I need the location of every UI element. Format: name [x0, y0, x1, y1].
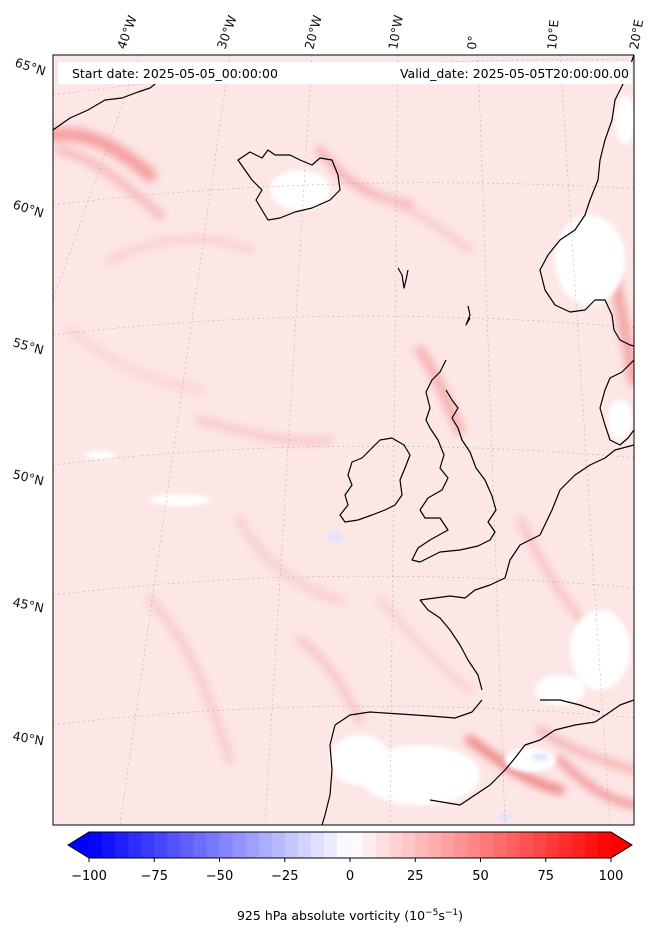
- start-date-label: Start date: 2025-05-05_00:00:00: [72, 66, 278, 81]
- coast-france: [419, 444, 634, 601]
- colorbar-cell: [519, 832, 534, 858]
- colorbar-cell: [89, 832, 103, 858]
- colorbar-cell: [284, 832, 299, 858]
- colorbar-cell: [271, 832, 286, 858]
- colorbar-cell: [428, 832, 442, 858]
- lat-label-65n: 65°N: [13, 55, 48, 79]
- colorbar-cell: [584, 832, 599, 858]
- lat-label-40n: 40°N: [11, 728, 45, 748]
- colorbar-cell: [206, 832, 221, 858]
- coast-italy: [540, 699, 601, 713]
- colorbar-extend-high: [611, 832, 632, 858]
- colorbar-cell: [441, 832, 455, 858]
- negative-vorticity-spots: [327, 532, 548, 821]
- colorbar-cell: [193, 832, 208, 858]
- colorbar-cell: [245, 832, 260, 858]
- coast-denmark-sweden: [599, 359, 634, 446]
- lon-label-10w: 10°W: [385, 14, 406, 51]
- colorbar-cell: [532, 832, 547, 858]
- colorbar-cell: [454, 832, 469, 858]
- colorbar-tick-label: 0: [346, 869, 354, 884]
- coast-shetland: [465, 305, 471, 326]
- lat-label-55n: 55°N: [11, 334, 45, 357]
- colorbar-tick-label: −50: [206, 869, 233, 884]
- map-frame: [52, 54, 635, 826]
- lon-label-20e: 20°E: [626, 18, 646, 50]
- header-background: [58, 62, 632, 84]
- colorbar-cell: [154, 832, 168, 858]
- lat-label-50n: 50°N: [11, 466, 45, 488]
- colorbar-tick-label: 75: [537, 869, 554, 884]
- latitude-labels: 65°N 60°N 55°N 50°N 45°N 40°N: [11, 55, 48, 749]
- colorbar-cell: [219, 832, 234, 858]
- coast-iceland: [237, 149, 341, 221]
- colorbar-cell: [323, 832, 338, 858]
- vorticity-filaments: [53, 127, 634, 810]
- colorbar-cell: [258, 832, 273, 858]
- coast-great-britain: [411, 359, 497, 563]
- lon-label-20w: 20°W: [301, 14, 324, 51]
- colorbar-cell: [141, 832, 155, 858]
- coast-iberia-west: [321, 724, 336, 825]
- colorbar-cell: [350, 832, 364, 858]
- colorbar-cell: [558, 832, 573, 858]
- colorbar-cells: [89, 832, 612, 858]
- colorbar-cell: [167, 832, 181, 858]
- colorbar-tick-label: 50: [472, 869, 489, 884]
- coast-iberia-north: [334, 699, 483, 726]
- colorbar-cell: [402, 832, 416, 858]
- lat-label-45n: 45°N: [11, 594, 45, 615]
- colorbar-tick-label: −75: [141, 869, 168, 884]
- lon-label-0: 0°: [464, 35, 480, 50]
- colorbar-cell: [389, 832, 403, 858]
- colorbar-extend-low: [68, 832, 89, 858]
- colorbar-tick-label: −100: [71, 869, 107, 884]
- colorbar-ticks: −100 −75 −50 −25 0 25 50 75 100: [71, 858, 623, 884]
- longitude-labels: 40°W 30°W 20°W 10°W 0° 10°E 20°E: [114, 13, 646, 51]
- coastlines: [53, 55, 634, 825]
- lon-label-30w: 30°W: [214, 13, 240, 51]
- colorbar-cell: [102, 832, 116, 858]
- map-panel: Start date: 2025-05-05_00:00:00 Valid_da…: [53, 55, 634, 825]
- lat-label-60n: 60°N: [11, 197, 46, 221]
- colorbar-cell: [480, 832, 495, 858]
- colorbar-cell: [115, 832, 129, 858]
- colorbar-cell: [545, 832, 560, 858]
- colorbar: −100 −75 −50 −25 0 25 50 75 100 925 hPa absolute…: [67, 831, 633, 923]
- valid-date-label: Valid_date: 2025-05-05T20:00:00.00: [400, 66, 629, 81]
- colorbar-cell: [493, 832, 508, 858]
- colorbar-cell: [363, 832, 377, 858]
- colorbar-cell: [467, 832, 482, 858]
- coast-ireland: [339, 437, 411, 523]
- colorbar-tick-label: −25: [271, 869, 298, 884]
- coast-faroes: [397, 267, 409, 289]
- low-vorticity-patches: [85, 95, 634, 805]
- lon-label-40w: 40°W: [114, 13, 140, 51]
- coast-mediterranean: [429, 699, 634, 806]
- colorbar-cell: [571, 832, 586, 858]
- colorbar-title: 925 hPa absolute vorticity (10−5s−1): [237, 908, 463, 923]
- colorbar-cell: [415, 832, 429, 858]
- colorbar-cell: [310, 832, 325, 858]
- colorbar-cell: [506, 832, 521, 858]
- colorbar-cell: [336, 832, 351, 858]
- colorbar-tick-label: 25: [407, 869, 424, 884]
- colorbar-cell: [597, 832, 612, 858]
- lon-label-10e: 10°E: [544, 19, 562, 50]
- colorbar-tick-label: 100: [599, 869, 624, 884]
- colorbar-cell: [376, 832, 390, 858]
- colorbar-cell: [232, 832, 247, 858]
- colorbar-cell: [180, 832, 194, 858]
- colorbar-cell: [297, 832, 312, 858]
- colorbar-cell: [128, 832, 142, 858]
- coast-norway: [539, 55, 634, 347]
- coast-bay-of-biscay: [419, 599, 483, 691]
